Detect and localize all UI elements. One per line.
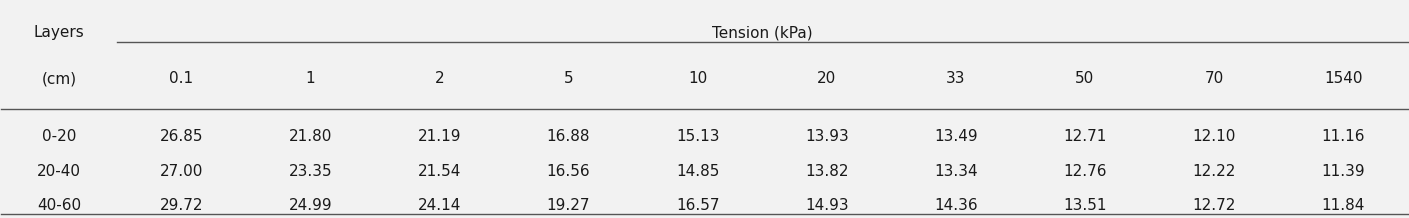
Text: 12.72: 12.72 (1192, 198, 1236, 213)
Text: 70: 70 (1205, 71, 1223, 86)
Text: 16.88: 16.88 (547, 129, 590, 145)
Text: (cm): (cm) (41, 71, 76, 86)
Text: 13.51: 13.51 (1064, 198, 1106, 213)
Text: 12.76: 12.76 (1064, 164, 1106, 179)
Text: 29.72: 29.72 (159, 198, 203, 213)
Text: 14.85: 14.85 (676, 164, 720, 179)
Text: 16.56: 16.56 (547, 164, 590, 179)
Text: 16.57: 16.57 (676, 198, 720, 213)
Text: 12.10: 12.10 (1192, 129, 1236, 145)
Text: 13.49: 13.49 (934, 129, 978, 145)
Text: 40-60: 40-60 (37, 198, 82, 213)
Text: 50: 50 (1075, 71, 1095, 86)
Text: 24.14: 24.14 (417, 198, 461, 213)
Text: 21.80: 21.80 (289, 129, 333, 145)
Text: 24.99: 24.99 (289, 198, 333, 213)
Text: 20-40: 20-40 (37, 164, 82, 179)
Text: 19.27: 19.27 (547, 198, 590, 213)
Text: 21.19: 21.19 (417, 129, 461, 145)
Text: 13.34: 13.34 (934, 164, 978, 179)
Text: Layers: Layers (34, 25, 85, 40)
Text: 0-20: 0-20 (42, 129, 76, 145)
Text: 2: 2 (434, 71, 444, 86)
Text: 10: 10 (688, 71, 707, 86)
Text: 11.39: 11.39 (1322, 164, 1365, 179)
Text: 0.1: 0.1 (169, 71, 193, 86)
Text: 13.93: 13.93 (805, 129, 848, 145)
Text: 21.54: 21.54 (417, 164, 461, 179)
Text: 12.71: 12.71 (1064, 129, 1106, 145)
Text: 14.93: 14.93 (805, 198, 848, 213)
Text: 20: 20 (817, 71, 837, 86)
Text: 23.35: 23.35 (289, 164, 333, 179)
Text: 1540: 1540 (1324, 71, 1363, 86)
Text: 15.13: 15.13 (676, 129, 720, 145)
Text: 11.16: 11.16 (1322, 129, 1365, 145)
Text: 27.00: 27.00 (159, 164, 203, 179)
Text: 14.36: 14.36 (934, 198, 978, 213)
Text: 5: 5 (564, 71, 573, 86)
Text: 11.84: 11.84 (1322, 198, 1365, 213)
Text: 13.82: 13.82 (805, 164, 848, 179)
Text: 12.22: 12.22 (1192, 164, 1236, 179)
Text: 1: 1 (306, 71, 316, 86)
Text: Tension (kPa): Tension (kPa) (712, 25, 813, 40)
Text: 33: 33 (945, 71, 965, 86)
Text: 26.85: 26.85 (159, 129, 203, 145)
